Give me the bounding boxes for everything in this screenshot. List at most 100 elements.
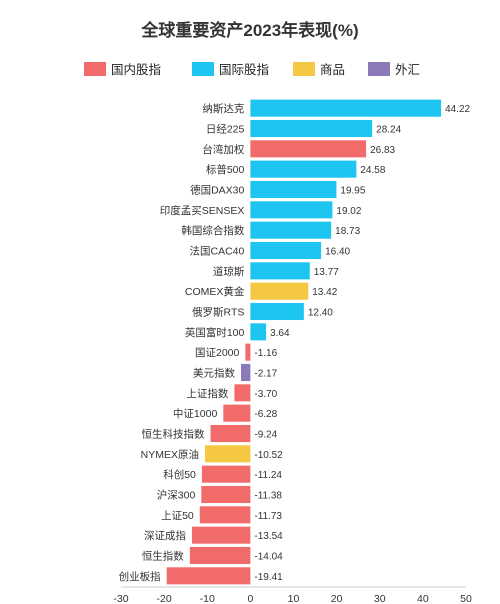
legend-item: 商品 <box>293 62 345 77</box>
legend-swatch <box>192 62 214 76</box>
legend-item: 外汇 <box>368 62 420 77</box>
legend-swatch <box>293 62 315 76</box>
category-label: 沪深300 <box>157 489 196 502</box>
bar-row: 中证1000 -6.28 <box>173 404 278 422</box>
bar <box>250 99 442 117</box>
bar-row: 纳斯达克 44.22 <box>202 99 471 117</box>
bar <box>234 384 251 402</box>
value-label: -11.38 <box>254 491 282 502</box>
x-tick-label: -30 <box>113 593 128 604</box>
bar-row: 日经225 28.24 <box>206 119 402 138</box>
bar <box>205 445 251 463</box>
value-label: 19.02 <box>336 206 361 217</box>
value-label: 13.42 <box>312 287 337 298</box>
legend-label: 商品 <box>320 62 345 77</box>
x-axis: -30 -20 -10 0 10 20 30 40 50 <box>113 593 472 604</box>
legend: 国内股指 国际股指 商品 外汇 <box>84 62 420 77</box>
bar-row: 韩国综合指数 18.73 <box>181 221 361 239</box>
bar-row: 科创50 -11.24 <box>163 465 282 483</box>
bar <box>250 323 267 341</box>
legend-swatch <box>368 62 390 76</box>
x-tick-label: -10 <box>200 593 215 604</box>
category-label: 德国DAX30 <box>190 184 244 197</box>
bar <box>250 241 322 260</box>
legend-label: 外汇 <box>395 63 420 77</box>
bar-row: 台湾加权 26.83 <box>202 140 396 158</box>
bar-row: 恒生科技指数 -9.24 <box>142 424 278 443</box>
bar-row: 上证50 -11.73 <box>161 506 282 524</box>
value-label: 19.95 <box>340 186 365 197</box>
bar-row: 恒生指数 -14.04 <box>142 546 283 565</box>
bar-row: 俄罗斯RTS 12.40 <box>192 302 333 321</box>
x-tick-label: 0 <box>247 593 253 604</box>
legend-swatch <box>84 62 106 76</box>
category-label: 中证1000 <box>173 407 218 420</box>
category-label: 法国CAC40 <box>190 245 245 258</box>
x-tick-label: 50 <box>460 593 472 604</box>
x-tick-label: 10 <box>288 593 300 604</box>
value-label: -2.17 <box>254 369 277 380</box>
value-label: -14.04 <box>254 552 283 563</box>
bar <box>250 119 373 138</box>
bar <box>201 485 251 504</box>
category-label: 上证指数 <box>186 387 228 400</box>
bar <box>189 546 251 565</box>
category-label: 创业板指 <box>119 570 161 583</box>
bar-row: 印度孟买SENSEX 19.02 <box>160 201 362 219</box>
bar <box>250 180 337 199</box>
x-tick-label: 30 <box>374 593 386 604</box>
chart-title: 全球重要资产2023年表现(%) <box>140 20 358 40</box>
bar-row: 上证指数 -3.70 <box>186 384 278 402</box>
bar <box>199 506 251 524</box>
bar-row: 深证成指 -13.54 <box>144 526 283 544</box>
value-label: 28.24 <box>376 125 401 136</box>
bar <box>250 221 332 239</box>
bar <box>250 302 304 321</box>
value-label: -1.16 <box>254 348 277 359</box>
value-label: 18.73 <box>335 226 360 237</box>
bar <box>250 262 310 280</box>
category-label: 恒生科技指数 <box>142 428 205 441</box>
x-tick-label: -20 <box>157 593 172 604</box>
bar-row: NYMEX原油 -10.52 <box>141 445 283 463</box>
bar <box>245 343 251 361</box>
value-label: -13.54 <box>254 531 283 542</box>
category-label: 台湾加权 <box>202 143 244 156</box>
legend-label: 国内股指 <box>111 62 161 77</box>
x-tick-label: 20 <box>331 593 343 604</box>
category-label: NYMEX原油 <box>141 448 199 461</box>
bar-row: 法国CAC40 16.40 <box>190 241 351 260</box>
legend-item: 国内股指 <box>84 62 161 77</box>
value-label: -11.73 <box>254 511 282 522</box>
bar <box>210 424 251 443</box>
bar-row: 道琼斯 13.77 <box>213 262 339 280</box>
value-label: -3.70 <box>254 389 277 400</box>
bar <box>166 567 251 585</box>
bar <box>241 363 251 382</box>
category-label: 恒生指数 <box>142 550 184 563</box>
value-label: -19.41 <box>254 572 283 583</box>
category-label: 美元指数 <box>193 367 235 380</box>
legend-label: 国际股指 <box>219 62 269 77</box>
category-label: 深证成指 <box>144 529 186 542</box>
category-label: 英国富时100 <box>185 326 245 339</box>
category-label: 日经225 <box>206 123 245 136</box>
value-label: 26.83 <box>370 145 395 156</box>
bar-row: 国证2000 -1.16 <box>195 343 278 361</box>
bar <box>250 140 367 158</box>
value-label: 44.22 <box>445 104 470 115</box>
category-label: 标普500 <box>206 163 245 176</box>
value-label: -10.52 <box>254 450 283 461</box>
category-label: 俄罗斯RTS <box>192 306 244 319</box>
bar-row: 德国DAX30 19.95 <box>190 180 366 199</box>
bar-row: 美元指数 -2.17 <box>193 363 278 382</box>
bar-row: COMEX黄金 13.42 <box>185 282 338 300</box>
x-tick-label: 40 <box>417 593 429 604</box>
category-label: 科创50 <box>163 468 196 481</box>
value-label: 24.58 <box>360 165 385 176</box>
value-label: -9.24 <box>254 430 277 441</box>
bars: 纳斯达克 44.22 日经225 28.24 台湾加权 26.83 标普500 24.58 德国… <box>119 99 471 585</box>
bar-row: 英国富时100 3.64 <box>185 323 290 341</box>
bar <box>223 404 251 422</box>
